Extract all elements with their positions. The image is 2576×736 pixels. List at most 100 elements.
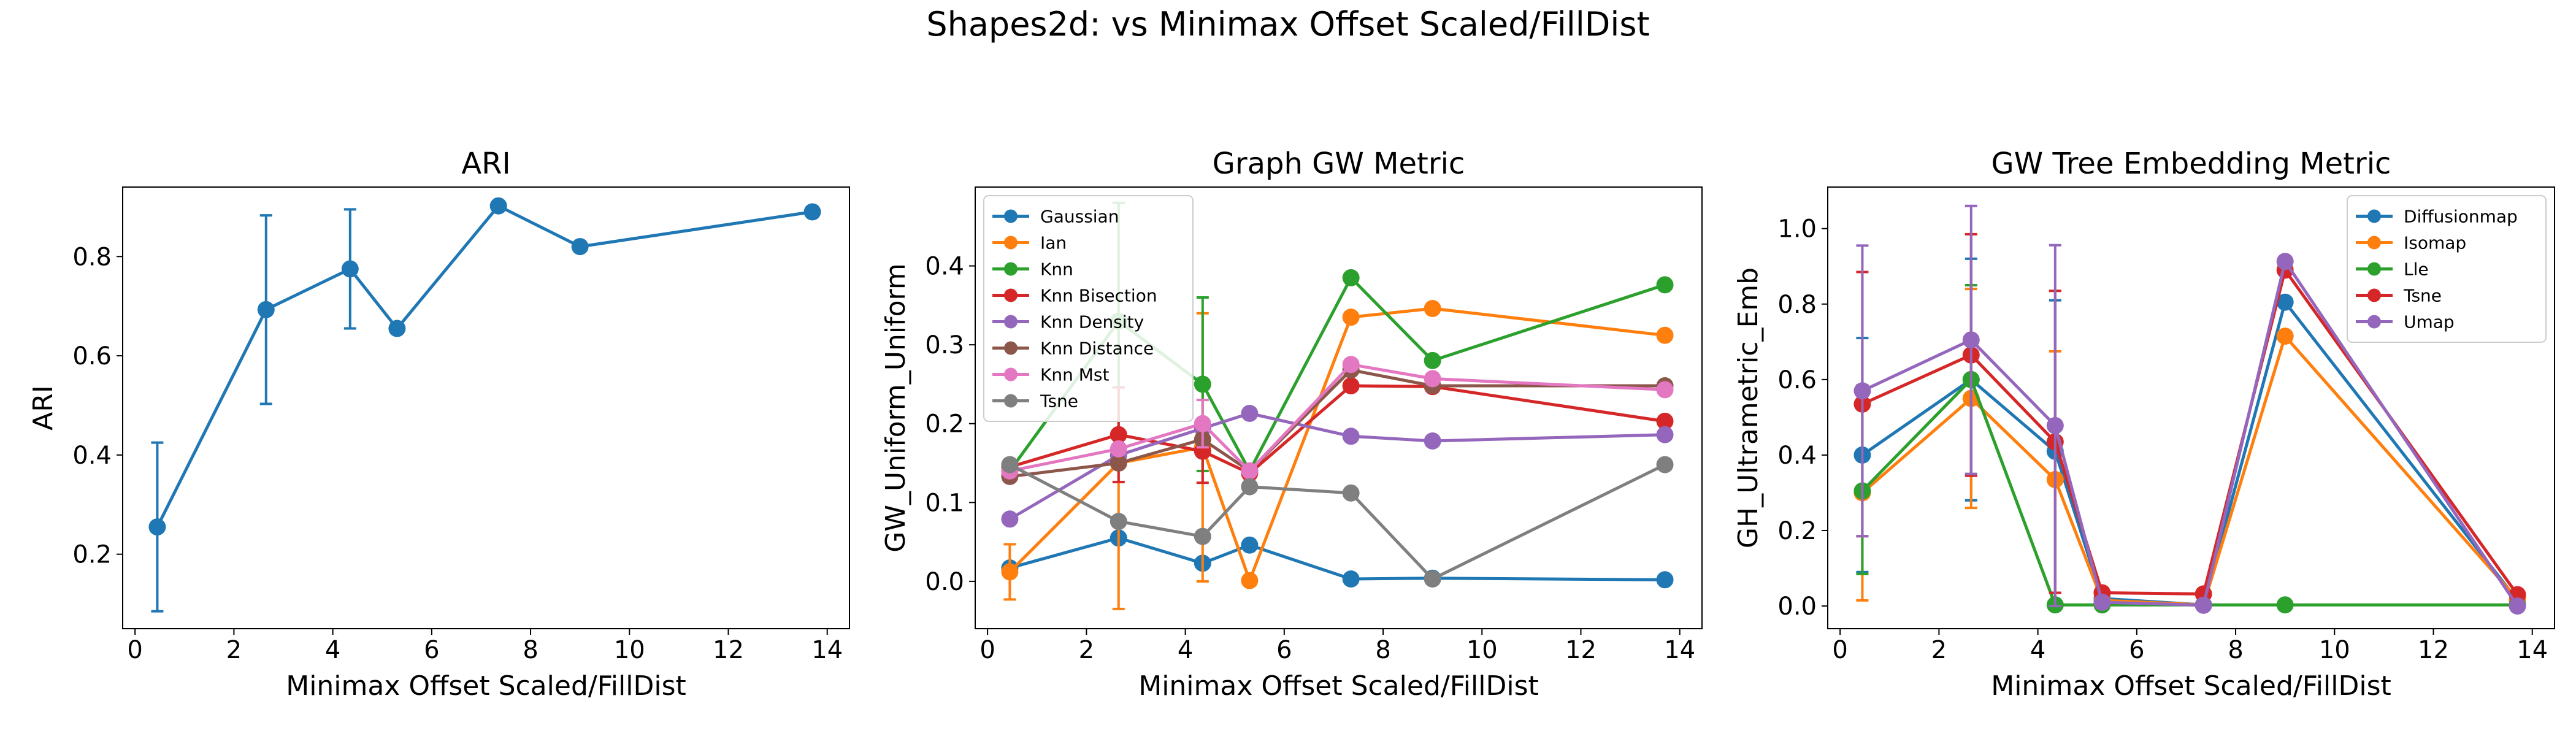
x-axis-label: Minimax Offset Scaled/FillDist: [1991, 670, 2391, 702]
data-point: [388, 320, 406, 337]
legend-label: Tsne: [2403, 286, 2442, 306]
data-point: [2276, 293, 2294, 311]
figure-title: Shapes2d: vs Minimax Offset Scaled/FillD…: [926, 5, 1650, 44]
data-point: [1342, 484, 1360, 502]
data-point: [2276, 596, 2294, 614]
legend-item: Knn Mst: [992, 365, 1110, 385]
data-point: [341, 260, 359, 278]
x-tick-label: 0: [1832, 636, 1847, 664]
y-tick-label: 0.4: [72, 442, 112, 470]
legend-label: Tsne: [1040, 391, 1078, 412]
subplot-gw-tree-embedding-metric: GW Tree Embedding Metric 0 2 4 6 8 10 12 14 0.0 0.…: [1733, 147, 2555, 702]
x-tick-label: 4: [325, 636, 340, 664]
x-tick-label: 10: [614, 636, 645, 664]
x-tick-label: 2: [1079, 636, 1094, 664]
data-point: [803, 203, 821, 221]
legend-label: Diffusionmap: [2404, 207, 2518, 227]
legend-label: Knn Density: [1040, 312, 1144, 332]
legend-swatch-marker: [1004, 341, 1018, 355]
legend-swatch-marker: [1004, 236, 1018, 250]
subplot-title: Graph GW Metric: [1213, 147, 1465, 181]
series-line: [1861, 301, 2519, 607]
data-point: [1110, 513, 1127, 531]
series-tsne: [1001, 456, 1674, 588]
y-tick-label: 0.0: [925, 568, 964, 596]
data-point: [1194, 415, 1211, 432]
data-point: [1656, 412, 1674, 430]
series-line: [156, 204, 813, 528]
data-point: [2276, 328, 2294, 345]
data-point: [1241, 478, 1259, 496]
data-point: [1656, 276, 1674, 294]
legend-item: Ian: [992, 233, 1067, 253]
data-point: [1001, 510, 1019, 528]
data-point: [1656, 326, 1674, 344]
legend-item: Knn Bisection: [992, 286, 1157, 306]
legend-box: [2347, 195, 2547, 343]
x-tick-label: 12: [713, 636, 744, 664]
data-point: [1342, 356, 1360, 374]
y-tick-label: 0.0: [1777, 592, 1817, 621]
y-tick-label: 0.3: [925, 331, 964, 359]
legend-box: [983, 195, 1194, 422]
data-point: [571, 238, 589, 256]
data-point: [1241, 572, 1259, 589]
legend-swatch-marker: [2367, 209, 2381, 223]
data-point: [1194, 527, 1211, 545]
plot-area-frame: [975, 186, 1703, 629]
x-tick-label: 0: [127, 636, 142, 664]
legend-item: Gaussian: [992, 207, 1119, 227]
x-tick-label: 4: [1178, 636, 1193, 664]
series-umap: [1853, 204, 2526, 615]
plot-area-frame: [1827, 186, 2555, 629]
series-line: [1009, 412, 1665, 521]
data-point: [1424, 351, 1441, 369]
data-point: [1001, 563, 1019, 581]
legend-label: Gaussian: [1040, 207, 1119, 227]
legend-swatch-marker: [1004, 394, 1018, 408]
legend-item: Umap: [2356, 312, 2455, 332]
y-tick-label: 0.8: [1777, 291, 1817, 319]
x-axis-label: Minimax Offset Scaled/FillDist: [286, 670, 686, 702]
plot-area-frame: [122, 186, 850, 629]
legend-swatch-marker: [1004, 209, 1018, 223]
x-tick-label: 14: [1664, 636, 1695, 664]
legend-label: Knn Mst: [1040, 365, 1110, 385]
legend: Gaussian Ian Knn Knn Bisection Knn Density Kn…: [983, 195, 1194, 422]
legend-swatch-marker: [2367, 315, 2381, 329]
data-point: [1241, 536, 1259, 554]
data-point: [1656, 456, 1674, 473]
y-tick-label: 0.8: [72, 243, 112, 271]
series-line: [1861, 378, 2518, 607]
legend-swatch-marker: [1004, 315, 1018, 329]
x-tick-label: 10: [2319, 636, 2350, 664]
y-tick-label: 0.4: [1777, 442, 1817, 470]
data-point: [1656, 571, 1674, 589]
data-point: [1342, 377, 1360, 394]
data-point: [1424, 370, 1441, 388]
legend-swatch-marker: [2367, 236, 2381, 250]
data-point: [1342, 309, 1360, 326]
data-point: [2509, 597, 2526, 615]
x-tick-label: 6: [2129, 636, 2144, 664]
x-tick-label: 0: [979, 636, 995, 664]
legend-label: Umap: [2404, 312, 2455, 332]
x-tick-label: 4: [2030, 636, 2045, 664]
legend-item: Lle: [2356, 259, 2429, 280]
data-point: [2093, 593, 2111, 611]
data-point: [1962, 331, 1980, 349]
series-line: [1861, 334, 2519, 607]
data-point: [1424, 570, 1441, 588]
data-point: [1424, 432, 1441, 450]
y-axis-label: GH_Ultrametric_Emb: [1733, 267, 1764, 548]
legend-item: Knn Distance: [992, 339, 1154, 359]
data-point: [2195, 596, 2212, 614]
data-point: [1241, 462, 1259, 480]
data-point: [1241, 405, 1259, 422]
data-point: [2276, 253, 2294, 270]
series-line: [1009, 536, 1665, 581]
y-tick-label: 0.2: [925, 410, 964, 439]
y-tick-label: 0.2: [72, 541, 112, 569]
data-point: [1656, 426, 1674, 443]
x-tick-label: 14: [2517, 636, 2548, 664]
